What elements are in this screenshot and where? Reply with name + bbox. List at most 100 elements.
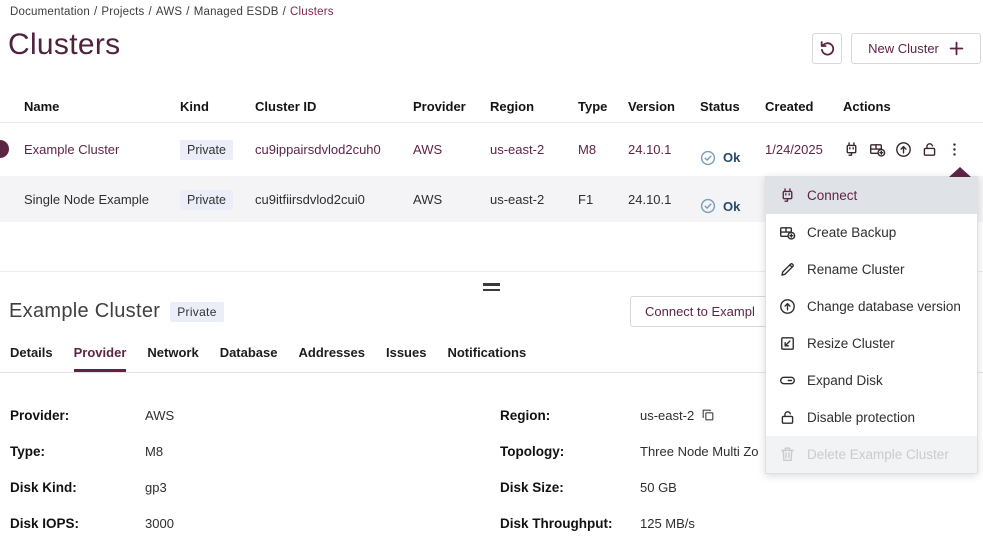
breadcrumb-item-documentation[interactable]: Documentation — [10, 6, 90, 18]
tab-provider[interactable]: Provider — [73, 345, 127, 372]
status-text: Ok — [723, 198, 741, 214]
menu-item-change-database-version[interactable]: Change database version — [766, 288, 977, 325]
tab-database[interactable]: Database — [219, 345, 278, 360]
change-version-action-button[interactable] — [895, 141, 912, 158]
backup-icon — [869, 141, 886, 158]
breadcrumb-item-projects[interactable]: Projects — [101, 6, 145, 18]
menu-item-label: Create Backup — [807, 225, 897, 240]
field-value-disk-iops: 3000 — [145, 515, 174, 531]
field-label-type: Type: — [10, 443, 46, 459]
col-header-type: Type — [578, 92, 628, 123]
protection-action-button[interactable] — [921, 141, 938, 158]
field-value-provider: AWS — [145, 407, 175, 423]
cell-cluster-id: cu9ippairsdvlod2cuh0 — [255, 141, 381, 157]
tab-details[interactable]: Details — [10, 345, 53, 360]
menu-item-expand-disk[interactable]: Expand Disk — [766, 362, 977, 399]
tab-network[interactable]: Network — [147, 345, 199, 360]
menu-item-resize-cluster[interactable]: Resize Cluster — [766, 325, 977, 362]
cell-region: us-east-2 — [490, 191, 545, 207]
field-value-disk-kind: gp3 — [145, 479, 167, 495]
field-label-provider: Provider: — [10, 407, 70, 423]
detail-tabs: Details Provider Network Database Addres… — [0, 345, 983, 373]
menu-item-label: Delete Example Cluster — [807, 447, 949, 462]
menu-item-delete-cluster[interactable]: Delete Example Cluster — [766, 436, 977, 473]
new-cluster-label: New Cluster — [868, 41, 939, 56]
menu-item-rename-cluster[interactable]: Rename Cluster — [766, 251, 977, 288]
field-label-region: Region: — [500, 407, 551, 423]
cluster-name: Example Cluster — [24, 141, 120, 157]
arrow-up-circle-icon — [779, 298, 796, 315]
breadcrumb: Documentation / Projects / AWS / Managed ESDB /… — [10, 6, 334, 18]
cell-region: us-east-2 — [490, 141, 545, 157]
cell-status: Ok — [700, 176, 765, 222]
breadcrumb-item-aws[interactable]: AWS — [155, 6, 183, 18]
field-value-type: M8 — [145, 443, 164, 459]
detail-panel-title: Example Cluster Private — [9, 300, 224, 323]
cluster-name: Single Node Example — [24, 191, 150, 207]
cell-name: Example Cluster — [0, 122, 180, 176]
row-actions-context-menu: Connect Create Backup Rename Cluster — [765, 167, 978, 474]
cell-name: Single Node Example — [0, 176, 180, 222]
breadcrumb-item-clusters: Clusters — [289, 6, 334, 18]
menu-item-create-backup[interactable]: Create Backup — [766, 214, 977, 251]
field-value-disk-throughput: 125 MB/s — [640, 515, 695, 531]
breadcrumb-item-managed-esdb[interactable]: Managed ESDB — [193, 6, 279, 18]
cell-type: F1 — [578, 191, 594, 207]
cell-provider: AWS — [413, 141, 443, 157]
menu-item-label: Rename Cluster — [807, 262, 905, 277]
cell-kind: Private — [180, 176, 255, 222]
menu-caret — [949, 167, 971, 177]
clusters-table: Name Kind Cluster ID Provider Region Typ… — [0, 92, 983, 222]
pane-drag-handle[interactable] — [483, 283, 500, 294]
breadcrumb-separator: / — [186, 6, 190, 18]
copy-icon — [701, 408, 715, 422]
col-header-provider: Provider — [413, 92, 490, 123]
pane-divider — [0, 271, 983, 272]
field-value-region: us-east-2 — [640, 408, 983, 423]
detail-cluster-name: Example Cluster — [9, 300, 161, 322]
plug-icon — [843, 141, 860, 158]
tab-notifications[interactable]: Notifications — [447, 345, 527, 360]
col-header-cluster-id: Cluster ID — [255, 92, 413, 123]
connect-to-cluster-button[interactable]: Connect to Exampl — [630, 296, 780, 327]
cell-created: 1/24/2025 — [765, 141, 823, 157]
kebab-icon — [947, 142, 962, 157]
plus-icon — [949, 41, 964, 56]
col-header-status: Status — [700, 92, 765, 123]
create-backup-action-button[interactable] — [869, 141, 886, 158]
page-title: Clusters — [8, 28, 121, 61]
field-value-disk-size: 50 GB — [640, 479, 677, 495]
status-text: Ok — [723, 150, 741, 166]
col-header-region: Region — [490, 92, 578, 123]
menu-item-label: Change database version — [807, 299, 961, 314]
selected-row-indicator — [0, 140, 9, 158]
tab-addresses[interactable]: Addresses — [298, 345, 365, 360]
plug-icon — [779, 187, 796, 204]
cell-actions — [843, 122, 983, 176]
kind-badge: Private — [180, 189, 233, 210]
field-label-disk-size: Disk Size: — [500, 479, 564, 495]
col-header-kind: Kind — [180, 92, 255, 123]
table-row-example-cluster[interactable]: Example Cluster Private cu9ippairsdvlod2… — [0, 122, 983, 176]
refresh-icon — [818, 39, 837, 58]
breadcrumb-separator: / — [93, 6, 98, 18]
tab-issues[interactable]: Issues — [385, 345, 427, 360]
col-header-actions: Actions — [843, 92, 983, 123]
field-label-disk-kind: Disk Kind: — [10, 479, 77, 495]
new-cluster-button[interactable]: New Cluster — [851, 33, 981, 64]
refresh-button[interactable] — [812, 33, 842, 64]
menu-item-label: Connect — [807, 188, 858, 203]
menu-item-disable-protection[interactable]: Disable protection — [766, 399, 977, 436]
arrow-up-circle-icon — [895, 141, 912, 158]
private-badge: Private — [170, 301, 224, 322]
cell-kind: Private — [180, 122, 255, 176]
menu-item-connect[interactable]: Connect — [766, 177, 977, 214]
connect-action-button[interactable] — [843, 141, 860, 158]
menu-item-label: Resize Cluster — [807, 336, 895, 351]
row-kebab-menu-button[interactable] — [947, 142, 962, 157]
menu-item-label: Disable protection — [807, 410, 916, 425]
copy-region-button[interactable] — [701, 408, 715, 422]
check-circle-icon — [700, 150, 716, 166]
pencil-icon — [779, 261, 796, 278]
